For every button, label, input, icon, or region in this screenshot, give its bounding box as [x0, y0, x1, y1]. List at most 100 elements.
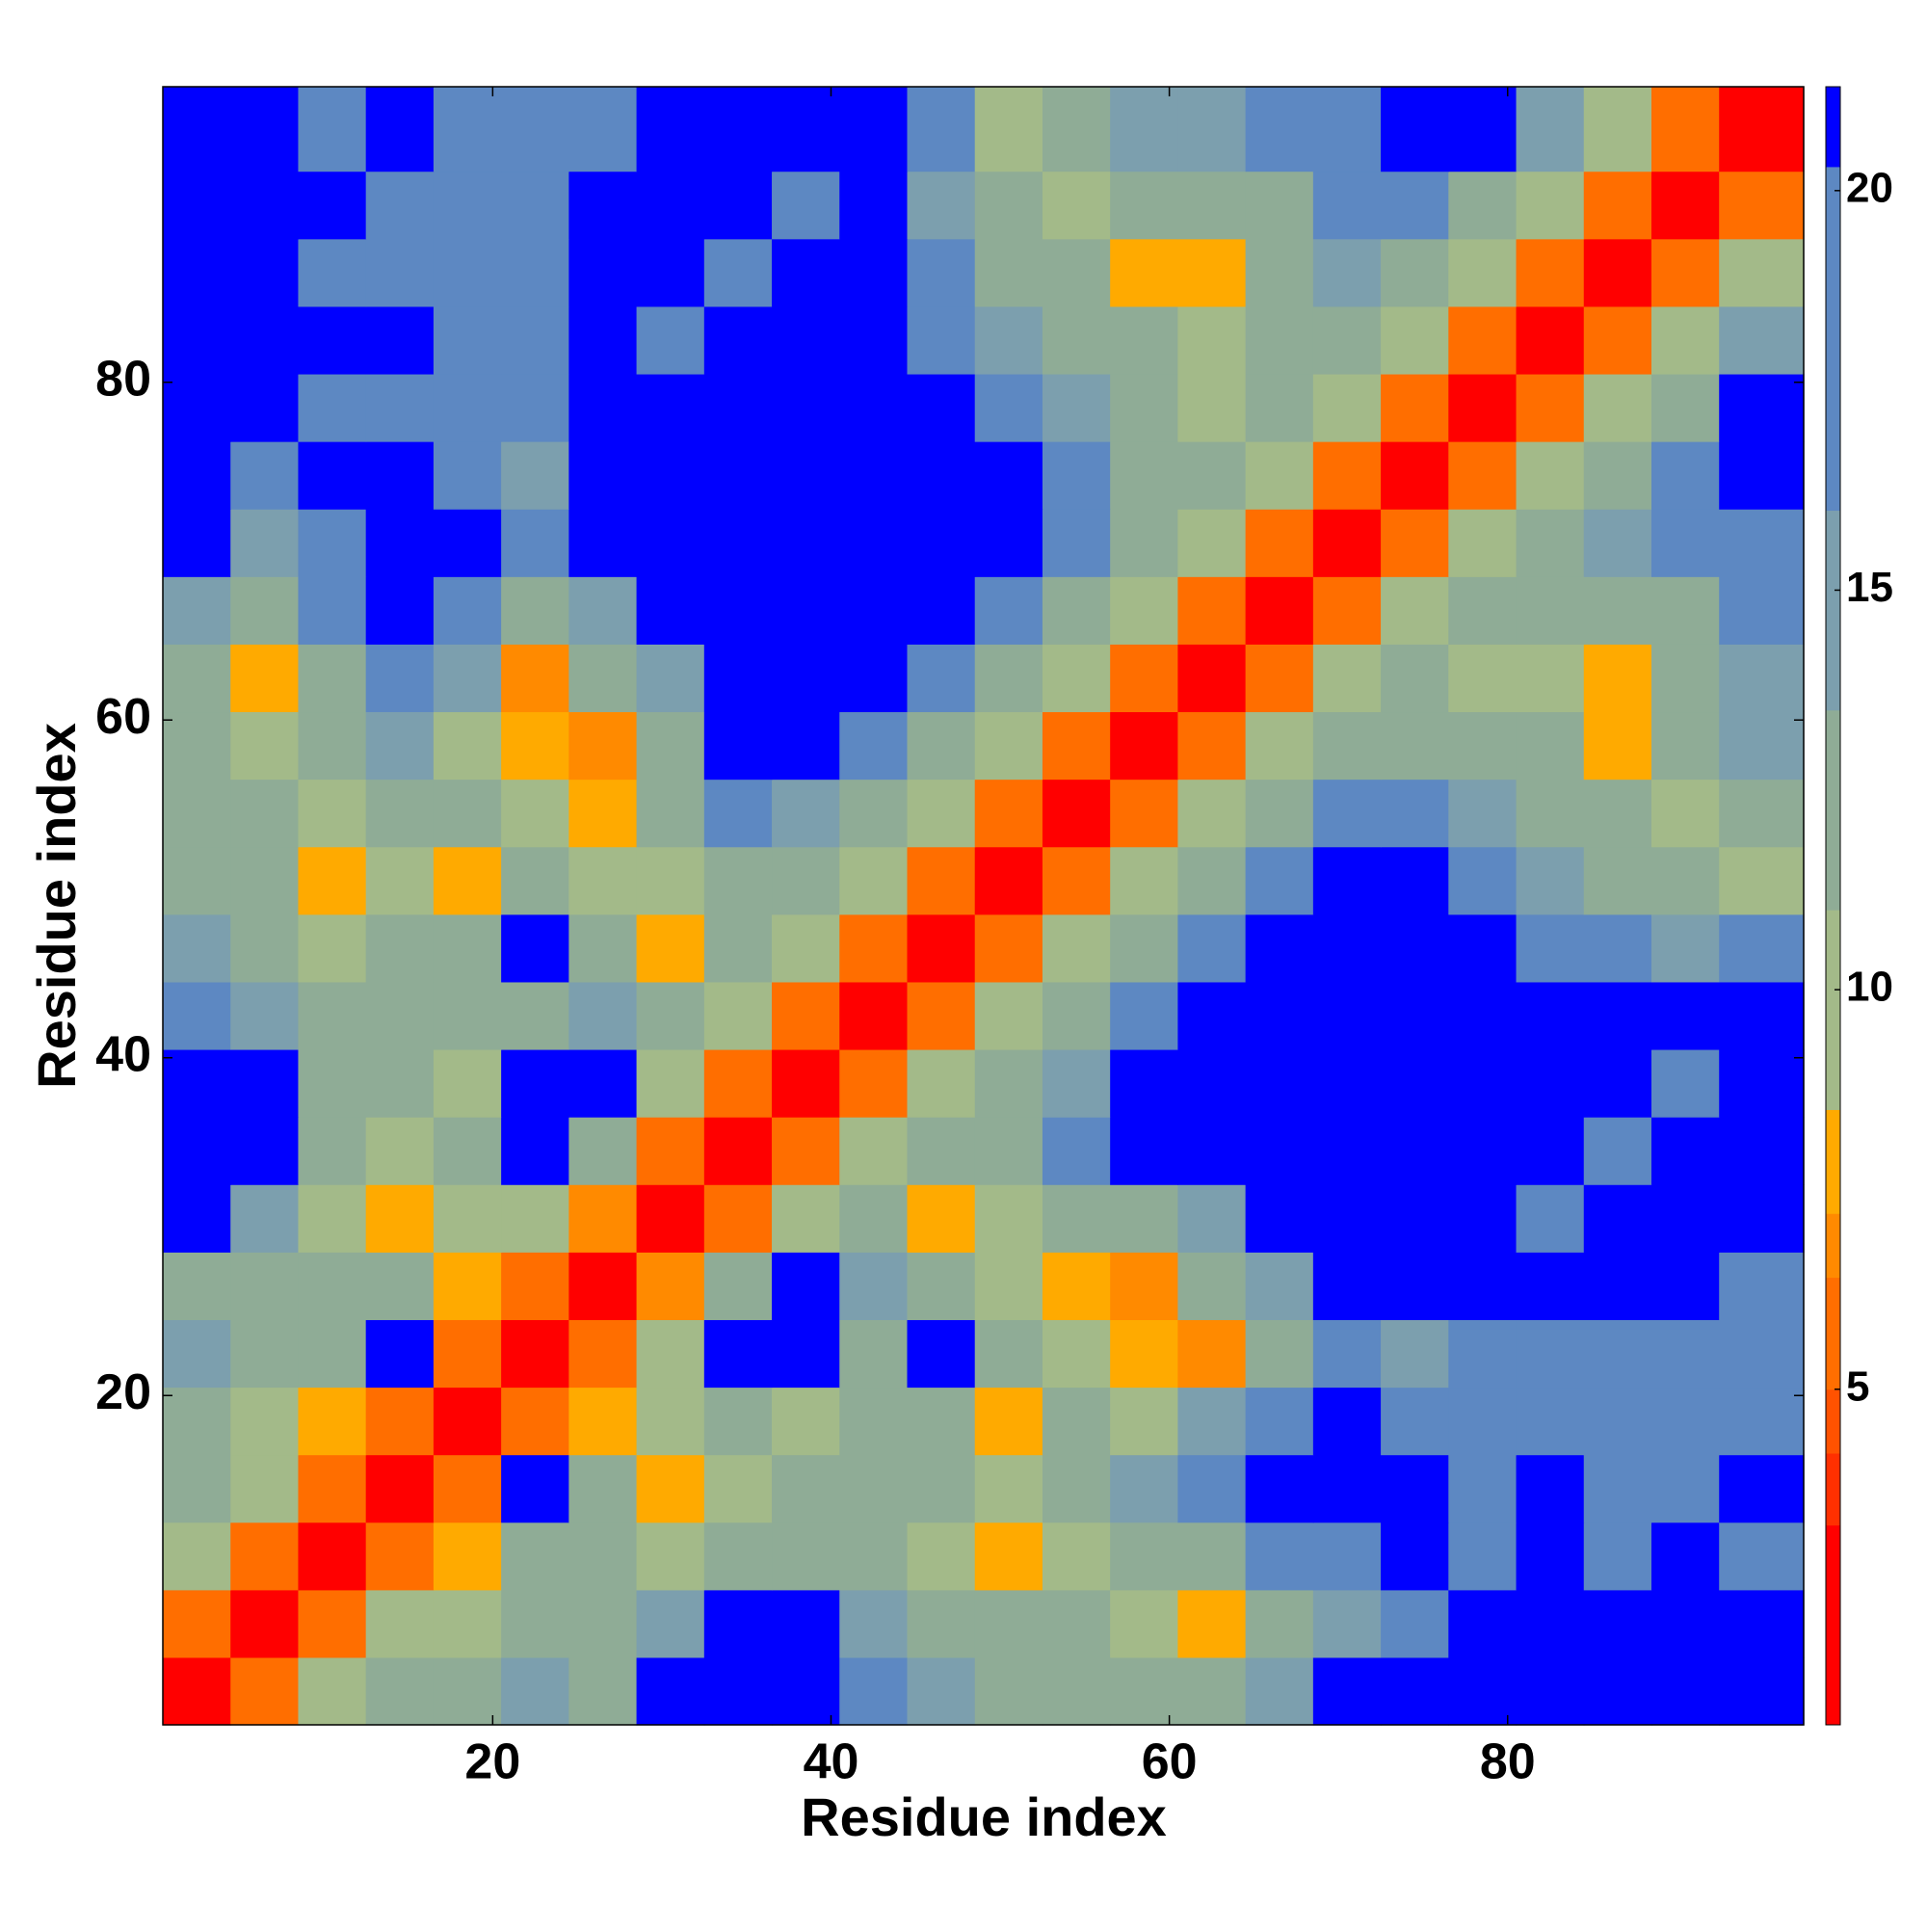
heatmap-cell	[907, 1117, 976, 1185]
heatmap-cell	[365, 846, 435, 915]
heatmap-cell	[974, 779, 1043, 848]
heatmap-cell	[636, 576, 705, 645]
heatmap-cell	[298, 981, 367, 1050]
heatmap-cell	[1042, 1117, 1111, 1185]
colorbar-segment	[1826, 1213, 1840, 1279]
heatmap-cell	[1312, 1522, 1382, 1591]
heatmap-cell	[1650, 1589, 1720, 1658]
heatmap-cell	[1650, 87, 1720, 172]
heatmap-cell	[433, 644, 502, 713]
heatmap-cell	[1583, 1387, 1652, 1456]
heatmap-cell	[1448, 711, 1518, 781]
heatmap-cell	[1719, 1589, 1805, 1658]
heatmap-cell	[433, 238, 502, 307]
heatmap-cell	[703, 509, 773, 577]
heatmap-cell	[1042, 1252, 1111, 1320]
heatmap-cell	[1448, 1522, 1518, 1591]
heatmap-cell	[703, 441, 773, 510]
heatmap-cell	[1448, 238, 1518, 307]
heatmap-cell	[1042, 1319, 1111, 1389]
heatmap-cell	[1448, 644, 1518, 713]
heatmap-cell	[230, 171, 300, 240]
heatmap-cell	[1177, 779, 1247, 848]
colorbar-tick-label: 15	[1846, 564, 1893, 611]
x-axis-label: Residue index	[801, 1786, 1167, 1847]
heatmap-cell	[433, 1319, 502, 1389]
heatmap-cell	[1312, 1656, 1382, 1726]
heatmap-cell	[163, 171, 231, 240]
heatmap-cell	[703, 1589, 773, 1658]
heatmap-cell	[703, 1252, 773, 1320]
heatmap-cell	[1448, 441, 1518, 510]
heatmap-cell	[772, 779, 840, 848]
heatmap-cell	[1583, 1117, 1652, 1185]
heatmap-cell	[501, 576, 569, 645]
heatmap-cell	[163, 1589, 231, 1658]
heatmap-cell	[1516, 171, 1585, 240]
heatmap-cell	[907, 846, 976, 915]
heatmap-cell	[1177, 1184, 1247, 1253]
heatmap-cell	[568, 913, 638, 983]
heatmap-cell	[163, 238, 231, 307]
heatmap-cell	[703, 171, 773, 240]
heatmap-cell	[907, 1319, 976, 1389]
heatmap-cell	[1177, 1656, 1247, 1726]
heatmap-cell	[1381, 1117, 1449, 1185]
heatmap-cell	[1650, 1117, 1720, 1185]
heatmap-cell	[1110, 1589, 1179, 1658]
heatmap-cell	[298, 1589, 367, 1658]
heatmap-cell	[772, 913, 840, 983]
heatmap-cell	[974, 1252, 1043, 1320]
heatmap-cell	[1245, 305, 1314, 375]
heatmap-cell	[298, 1048, 367, 1118]
heatmap-cell	[1042, 779, 1111, 848]
heatmap-cell	[230, 1454, 300, 1523]
heatmap-cell	[1042, 913, 1111, 983]
heatmap-cell	[974, 171, 1043, 240]
heatmap-cell	[974, 913, 1043, 983]
heatmap-cell	[501, 1319, 569, 1389]
colorbar-tick-label: 20	[1846, 164, 1893, 211]
heatmap-cell	[433, 87, 502, 172]
heatmap-cell	[1650, 644, 1720, 713]
heatmap-cell	[365, 1522, 435, 1591]
heatmap-cell	[636, 1252, 705, 1320]
heatmap-cell	[163, 1656, 231, 1726]
heatmap-cell	[298, 1387, 367, 1456]
heatmap-cell	[907, 171, 976, 240]
x-tick-label: 60	[1142, 1734, 1198, 1790]
heatmap-cell	[365, 1117, 435, 1185]
heatmap-cell	[163, 441, 231, 510]
heatmap-cell	[163, 576, 231, 645]
colorbar-segment	[1826, 1277, 1840, 1390]
heatmap-cell	[1448, 981, 1518, 1050]
heatmap-cell	[1245, 1522, 1314, 1591]
heatmap-cell	[1719, 981, 1805, 1050]
heatmap-cell	[1110, 373, 1179, 442]
heatmap-cell	[636, 441, 705, 510]
heatmap-cell	[230, 1319, 300, 1389]
heatmap-cell	[636, 1656, 705, 1726]
heatmap-cell	[1583, 305, 1652, 375]
heatmap-cell	[298, 1656, 367, 1726]
heatmap-cell	[636, 1387, 705, 1456]
heatmap-cell	[1312, 441, 1382, 510]
heatmap-cell	[501, 509, 569, 577]
heatmap-cell	[1516, 1252, 1585, 1320]
heatmap-cell	[365, 576, 435, 645]
heatmap-cell	[703, 711, 773, 781]
heatmap-cell	[636, 1184, 705, 1253]
heatmap-cell	[907, 779, 976, 848]
heatmap-cell	[1650, 171, 1720, 240]
heatmap-cell	[772, 711, 840, 781]
heatmap-cell	[839, 1454, 909, 1523]
heatmap-cell	[1042, 644, 1111, 713]
heatmap-cell	[839, 1319, 909, 1389]
heatmap-cell	[1110, 644, 1179, 713]
heatmap-cell	[365, 913, 435, 983]
heatmap-cell	[1312, 981, 1382, 1050]
heatmap-cell	[1650, 913, 1720, 983]
heatmap-cell	[907, 305, 976, 375]
heatmap-cell	[1042, 1387, 1111, 1456]
